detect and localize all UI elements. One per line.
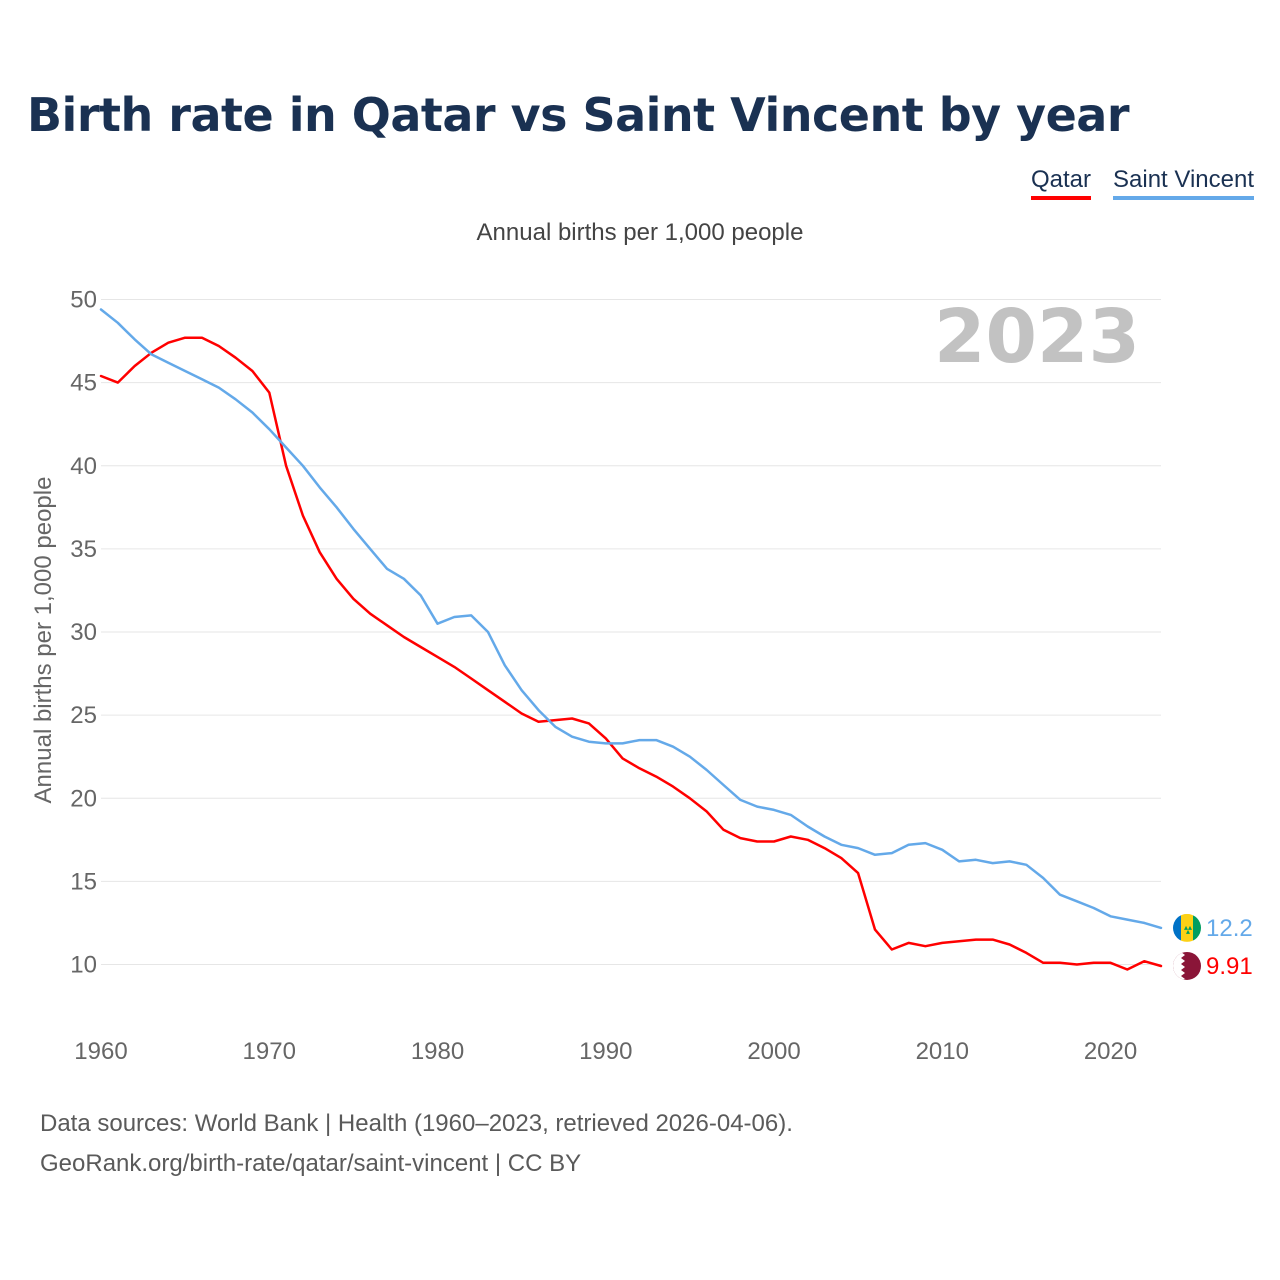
x-tick-label-2010: 2010 [916, 1038, 969, 1065]
x-tick-label-1960: 1960 [74, 1038, 127, 1065]
y-tick-label-40: 40 [70, 453, 97, 480]
x-tick-label-2000: 2000 [747, 1038, 800, 1065]
series-lines [99, 308, 1163, 971]
series-line-qatar [99, 336, 1163, 971]
chart-title: Birth rate in Qatar vs Saint Vincent by … [27, 88, 1130, 142]
x-tick-label-1980: 1980 [411, 1038, 464, 1065]
x-tick-label-1990: 1990 [579, 1038, 632, 1065]
legend: Qatar Saint Vincent [1030, 166, 1254, 200]
x-axis-ticks: 1960 1970 1980 1990 2000 2010 2020 [74, 1038, 1137, 1065]
y-tick-label-15: 15 [70, 868, 97, 895]
x-tick-label-2020: 2020 [1084, 1038, 1137, 1065]
saint-vincent-flag-icon [1173, 913, 1201, 942]
y-tick-label-45: 45 [70, 370, 97, 397]
qatar-end-value: 9.91 [1206, 953, 1253, 980]
legend-item-saint-vincent[interactable]: Saint Vincent [1113, 166, 1254, 200]
x-tick-label-1970: 1970 [243, 1038, 296, 1065]
gridlines [101, 299, 1161, 965]
series-line-saint-vincent [99, 308, 1163, 930]
y-tick-label-30: 30 [70, 619, 97, 646]
chart-subtitle: Annual births per 1,000 people [477, 219, 804, 246]
year-watermark: 2023 [934, 294, 1140, 380]
y-tick-label-35: 35 [70, 536, 97, 563]
y-tick-label-10: 10 [70, 952, 97, 979]
y-axis-ticks: 10 15 20 25 30 35 40 45 50 [70, 287, 97, 979]
y-tick-label-25: 25 [70, 702, 97, 729]
source-note: Data sources: World Bank | Health (1960–… [40, 1104, 793, 1184]
saint-vincent-end-value: 12.2 [1206, 915, 1253, 942]
legend-item-qatar[interactable]: Qatar [1030, 166, 1091, 200]
qatar-flag-icon [1173, 951, 1201, 980]
y-tick-label-20: 20 [70, 785, 97, 812]
source-line-1: Data sources: World Bank | Health (1960–… [40, 1110, 793, 1137]
line-chart: Annual births per 1,000 people 2023 10 15… [30, 219, 1253, 1065]
y-axis-label: Annual births per 1,000 people [30, 477, 57, 804]
y-tick-label-50: 50 [70, 287, 97, 314]
source-line-2[interactable]: GeoRank.org/birth-rate/qatar/saint-vince… [40, 1150, 582, 1177]
